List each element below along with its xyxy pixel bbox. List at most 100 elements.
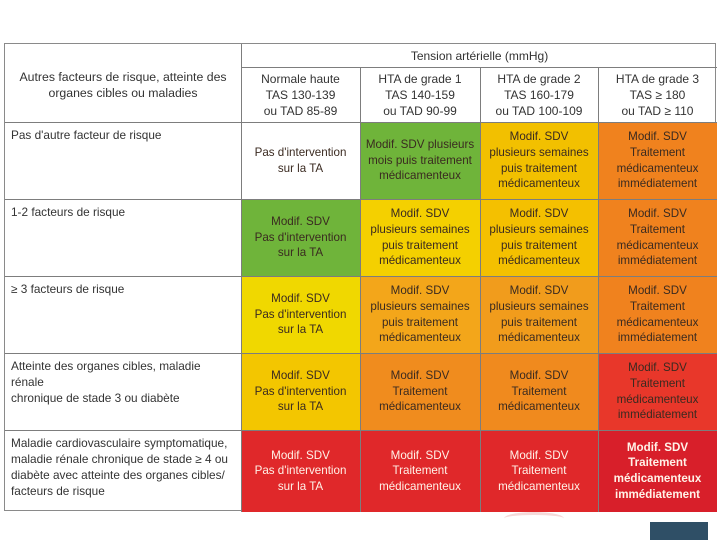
cell-line: Modif. SDV (390, 207, 450, 221)
recommendation-cell: Modif. SDV Traitement médicamenteux (360, 430, 480, 512)
row-label-line: diabète avec atteinte des organes cibles… (11, 468, 225, 482)
cell-line: Modif. SDV (271, 448, 330, 462)
recommendation-cell: Modif. SDV Traitement médicamenteux immédia… (598, 276, 717, 353)
cell-line: médicamenteux (616, 238, 699, 252)
column-header: HTA de grade 1 TAS 140-159 ou TAD 90-99 (360, 68, 480, 122)
recommendation-cell: Modif. SDV Pas d'intervention sur la TA (241, 199, 360, 276)
cell-line: Modif. SDV (271, 215, 330, 229)
recommendation-cell: Modif. SDV plusieurs semaines puis traitem… (480, 199, 598, 276)
cell-line: médicamenteux (498, 254, 580, 268)
cell-line: Traitement (511, 384, 567, 398)
cell-line: Traitement (630, 222, 685, 236)
recommendation-cell: Modif. SDV plusieurs semaines puis traitem… (360, 199, 480, 276)
cell-line: médicamenteux (498, 479, 580, 493)
column-header-line: TAS 140-159 (385, 88, 455, 102)
cell-line: immédiatement (617, 254, 698, 268)
cell-line: médicamenteux (613, 472, 702, 485)
recommendation-cell: Modif. SDV Traitement médicamenteux (480, 430, 598, 512)
column-header: Normale haute TAS 130-139 ou TAD 85-89 (241, 68, 360, 122)
recommendation-cell: Modif. SDV Pas d'intervention sur la TA (241, 276, 360, 353)
cell-line: médicamenteux (616, 161, 699, 175)
recommendation-cell: Modif. SDV plusieurs semaines puis traitem… (480, 276, 598, 353)
row-label-line: chronique de stade 3 ou diabète (11, 391, 180, 405)
row-label: Pas d'autre facteur de risque (5, 122, 241, 199)
grid-vline (241, 44, 242, 512)
cell-line: Traitement (392, 464, 448, 478)
cell-line: médicamenteux (498, 177, 580, 191)
cell-line: Modif. SDV (628, 207, 687, 221)
cell-line: Pas d'intervention (254, 384, 347, 398)
row-label: Atteinte des organes cibles, maladie rén… (5, 353, 241, 430)
cell-line: Pas d'intervention (254, 230, 347, 244)
recommendation-cell: Modif. SDV plusieurs semaines puis traitem… (360, 276, 480, 353)
cell-line: sur la TA (277, 479, 324, 493)
cell-line: plusieurs semaines (370, 299, 470, 313)
recommendation-cell: Modif. SDV Traitement médicamenteux immédia… (598, 122, 717, 199)
cell-line: Modif. SDV (509, 369, 569, 383)
cell-line: immédiatement (617, 408, 698, 422)
risk-factors-header: Autres facteurs de risque, atteinte des … (5, 44, 241, 122)
recommendation-cell: Modif. SDV Pas d'intervention sur la TA (241, 353, 360, 430)
recommendation-cell: Modif. SDV Traitement médicamenteux immédia… (598, 430, 717, 512)
cell-line: Traitement (630, 376, 685, 390)
cell-line: Pas d'intervention (254, 307, 347, 321)
cell-line: Traitement (511, 464, 567, 478)
cell-line: puis traitement (381, 238, 459, 252)
recommendation-cell: Modif. SDV plusieurs mois puis traitement… (360, 122, 480, 199)
column-header-line: TAS 160-179 (504, 88, 574, 102)
cell-line: mois puis traitement (368, 153, 472, 167)
cell-line: médicamenteux (616, 392, 699, 406)
row-label: 1-2 facteurs de risque (5, 199, 241, 276)
recommendation-cell: Modif. SDV Traitement médicamenteux immédia… (598, 199, 717, 276)
column-header-line: TAS 130-139 (265, 88, 336, 102)
cell-line: médicamenteux (616, 315, 699, 329)
cell-line: Modif. SDV (509, 207, 569, 221)
recommendation-cell: Modif. SDV Traitement médicamenteux immédia… (598, 353, 717, 430)
cell-line: Traitement (630, 145, 685, 159)
row-label-line: Atteinte des organes cibles, maladie rén… (11, 359, 201, 389)
cell-line: Traitement (630, 299, 685, 313)
cell-line: plusieurs semaines (370, 222, 470, 236)
risk-header-line: organes cibles ou maladies (48, 86, 198, 100)
grid-vline (360, 68, 361, 512)
cell-line: immédiatement (614, 487, 701, 501)
cell-line: médicamenteux (379, 400, 461, 414)
cell-line: immédiatement (617, 331, 698, 345)
recommendation-cell: Modif. SDV Traitement médicamenteux (480, 353, 598, 430)
cell-line: médicamenteux (379, 479, 461, 493)
grid-hline (241, 199, 717, 200)
cell-line: plusieurs semaines (489, 145, 589, 159)
cell-line: sur la TA (277, 161, 324, 175)
cell-line: Traitement (628, 456, 687, 470)
cell-line: sur la TA (277, 400, 324, 414)
grid-hline (241, 276, 717, 277)
cell-line: médicamenteux (498, 331, 580, 345)
column-header-line: Normale haute (261, 72, 340, 86)
cell-line: Modif. SDV (271, 292, 330, 306)
cell-line: Modif. SDV (509, 130, 569, 144)
cell-line: médicamenteux (498, 400, 580, 414)
faint-watermark (504, 512, 564, 525)
column-header: HTA de grade 2 TAS 160-179 ou TAD 100-109 (480, 68, 598, 122)
cell-line: Modif. SDV plusieurs (365, 138, 475, 152)
row-label: ≥ 3 facteurs de risque (5, 276, 241, 353)
grid-hline (241, 353, 717, 354)
grid-vline (480, 68, 481, 512)
column-header: HTA de grade 3 TAS ≥ 180 ou TAD ≥ 110 (598, 68, 717, 122)
cell-line: Pas d'intervention (254, 145, 347, 159)
grid-vline (598, 68, 599, 512)
column-header-line: HTA de grade 1 (378, 72, 462, 86)
slide-tab (650, 522, 708, 540)
cell-line: Traitement (392, 384, 448, 398)
recommendation-cell: Modif. SDV plusieurs semaines puis traitem… (480, 122, 598, 199)
cell-line: Modif. SDV (390, 369, 450, 383)
cell-line: médicamenteux (379, 331, 461, 345)
cell-line: puis traitement (381, 315, 459, 329)
cell-line: Modif. SDV (628, 284, 687, 298)
cell-line: Modif. SDV (626, 440, 689, 454)
row-label-line: ≥ 3 facteurs de risque (11, 282, 125, 296)
risk-header-line: Autres facteurs de risque, atteinte des (19, 70, 227, 84)
cell-line: Modif. SDV (509, 448, 569, 462)
column-header-line: ou TAD 90-99 (383, 104, 457, 118)
row-label-line: 1-2 facteurs de risque (11, 205, 126, 219)
